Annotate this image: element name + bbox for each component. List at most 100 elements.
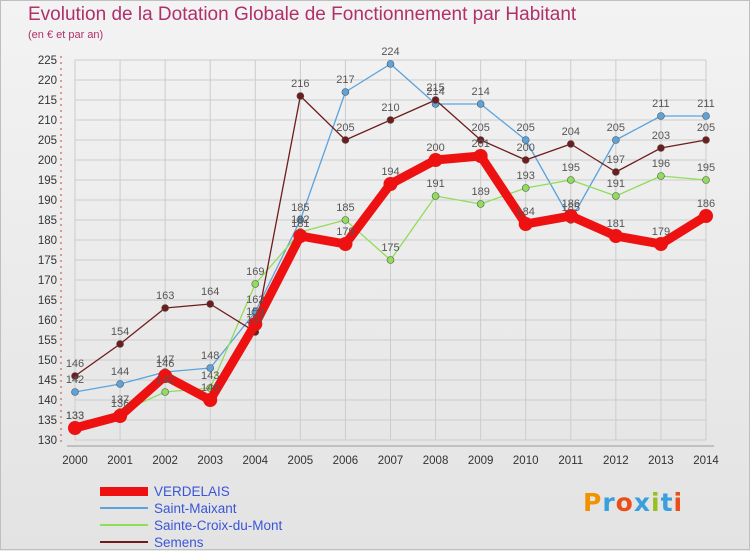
data-label: 146 <box>66 358 84 370</box>
logo-letter: P <box>583 488 603 517</box>
legend-swatch <box>100 524 148 526</box>
data-label: 185 <box>291 202 309 214</box>
data-point <box>383 177 398 191</box>
data-point <box>386 60 395 68</box>
y-tick-label: 165 <box>38 295 57 307</box>
data-label: 205 <box>697 122 715 134</box>
data-label: 210 <box>381 102 399 114</box>
data-point <box>116 380 124 388</box>
y-tick-label: 155 <box>38 335 57 347</box>
data-point <box>206 300 215 308</box>
data-label: 163 <box>156 290 174 302</box>
data-label: 147 <box>156 354 174 366</box>
data-point <box>71 388 79 396</box>
data-point <box>702 112 710 120</box>
data-point <box>113 409 128 423</box>
x-tick-label: 2008 <box>423 455 449 467</box>
data-label: 204 <box>562 126 580 138</box>
logo-letter: i <box>673 488 684 517</box>
data-label: 189 <box>471 186 489 198</box>
data-label: 195 <box>697 162 715 174</box>
data-label: 136 <box>111 398 129 410</box>
data-label: 185 <box>562 202 580 214</box>
data-point <box>566 140 575 148</box>
data-label: 184 <box>517 206 535 218</box>
data-label: 179 <box>336 226 354 238</box>
data-label: 200 <box>517 142 535 154</box>
data-point <box>293 229 308 243</box>
data-label: 179 <box>652 226 670 238</box>
data-point <box>386 256 395 264</box>
data-label: 215 <box>426 82 444 94</box>
x-tick-label: 2009 <box>468 455 494 467</box>
series <box>68 60 713 435</box>
data-label: 216 <box>291 78 309 90</box>
data-point <box>563 209 578 223</box>
logo-letter: x <box>633 488 651 517</box>
data-point <box>476 100 485 108</box>
y-tick-label: 200 <box>38 155 57 167</box>
data-point <box>248 317 263 331</box>
data-label: 148 <box>201 350 219 362</box>
data-label: 203 <box>652 130 670 142</box>
data-point <box>341 88 350 96</box>
data-point <box>521 136 530 144</box>
y-tick-label: 170 <box>38 275 57 287</box>
data-label: 200 <box>426 142 444 154</box>
y-tick-label: 185 <box>38 215 57 227</box>
x-tick-label: 2003 <box>197 455 223 467</box>
data-label: 197 <box>607 154 625 166</box>
data-point <box>521 184 530 192</box>
data-point <box>68 421 82 435</box>
data-label: 164 <box>201 286 219 298</box>
proxiti-logo: Proxiti <box>583 488 683 517</box>
logo-letter: t <box>660 488 674 517</box>
data-label: 142 <box>156 374 174 386</box>
x-tick-label: 2010 <box>513 455 539 467</box>
data-point <box>338 237 353 251</box>
data-label: 137 <box>111 394 129 406</box>
data-label: 214 <box>426 86 444 98</box>
data-point <box>657 172 665 180</box>
data-label: 143 <box>201 370 219 382</box>
data-label: 186 <box>697 198 715 210</box>
data-label: 194 <box>381 166 399 178</box>
data-label: 193 <box>517 170 535 182</box>
data-point <box>476 200 485 208</box>
data-label: 133 <box>66 410 84 422</box>
data-point <box>473 149 488 163</box>
data-label: 217 <box>336 74 354 86</box>
y-tick-label: 215 <box>38 95 57 107</box>
data-label: 133 <box>66 410 84 422</box>
data-label: 205 <box>517 122 535 134</box>
data-point <box>521 156 530 164</box>
data-point <box>518 217 533 231</box>
data-label: 181 <box>607 218 625 230</box>
data-label: 175 <box>381 242 399 254</box>
data-label: 201 <box>471 138 489 150</box>
data-point <box>251 280 260 288</box>
x-tick-label: 2011 <box>558 455 583 467</box>
y-tick-label: 205 <box>38 135 57 147</box>
data-point <box>653 237 668 251</box>
data-label: 146 <box>156 358 174 370</box>
y-tick-label: 195 <box>38 175 57 187</box>
data-point <box>476 136 485 144</box>
data-point <box>657 112 665 120</box>
y-tick-label: 180 <box>38 235 57 247</box>
data-point <box>699 209 713 223</box>
data-point <box>612 136 620 144</box>
data-point <box>341 136 350 144</box>
x-tick-label: 2014 <box>693 455 719 467</box>
data-point <box>296 216 305 224</box>
data-point <box>116 340 124 348</box>
data-point <box>428 153 443 167</box>
data-point <box>612 192 620 200</box>
y-tick-label: 190 <box>38 195 57 207</box>
axes: 130 135 140 145 150 155 160 165 170 175 180 185 190 1… <box>38 55 720 467</box>
data-point <box>702 176 710 184</box>
y-tick-label: 160 <box>38 315 57 327</box>
data-label: 191 <box>426 178 444 190</box>
y-tick-label: 135 <box>38 415 57 427</box>
